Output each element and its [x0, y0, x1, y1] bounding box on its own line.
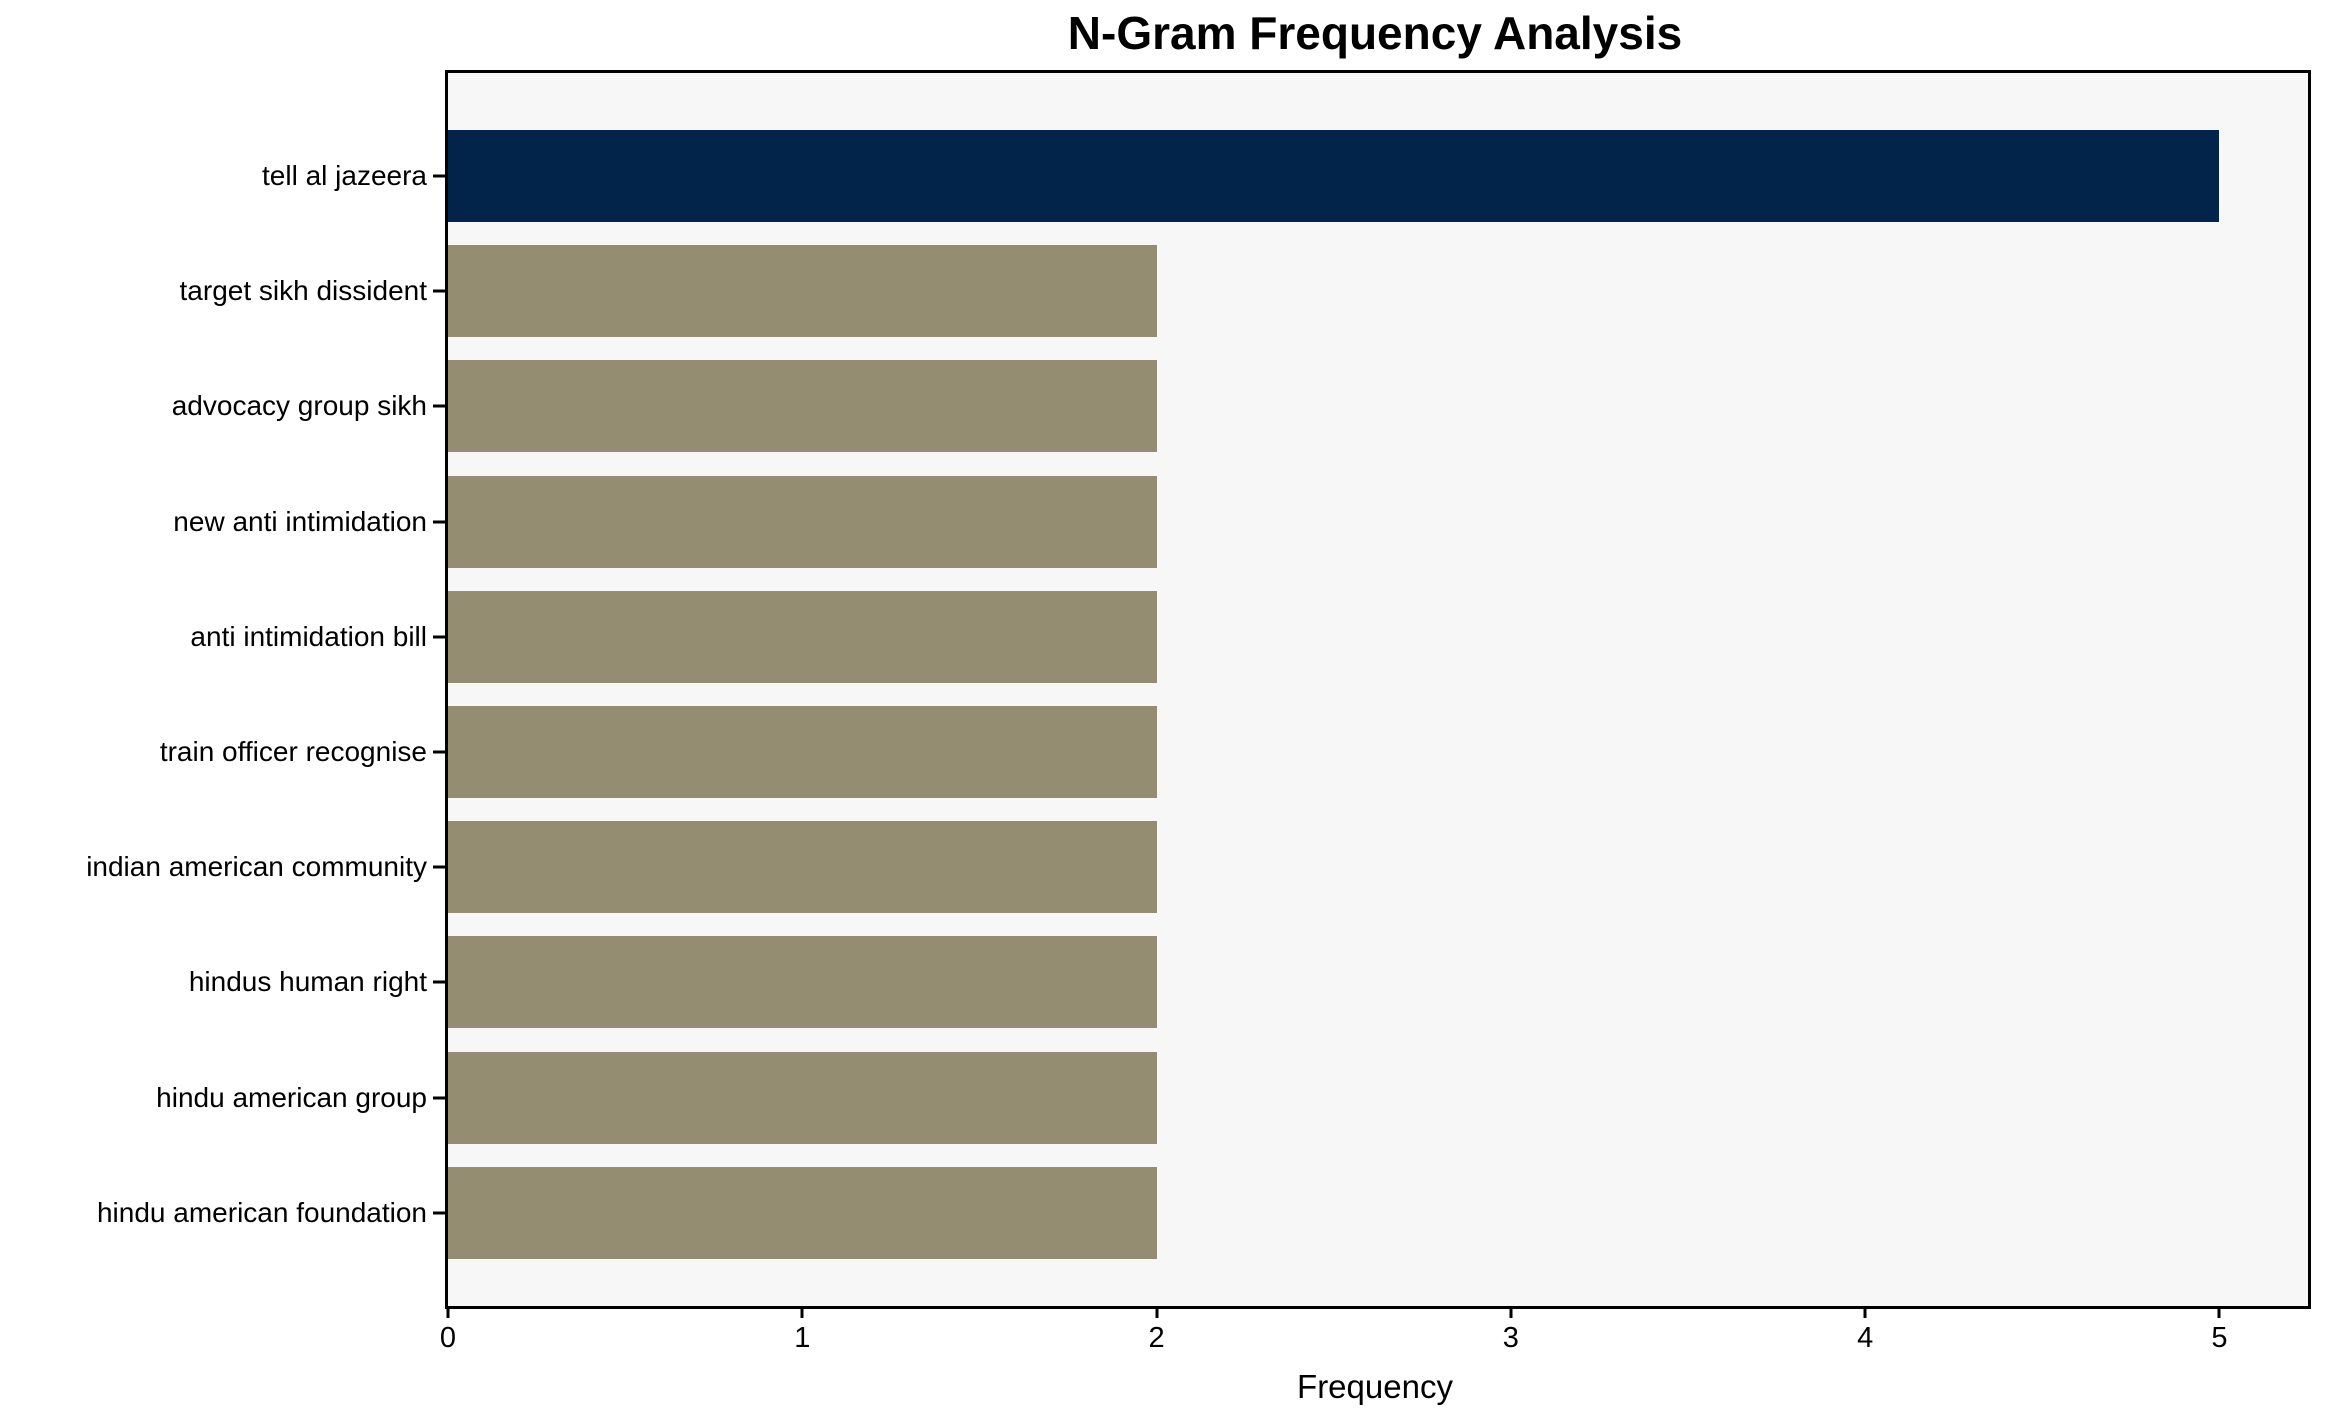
bar — [448, 245, 1157, 338]
bar — [448, 360, 1157, 453]
y-tick-mark — [433, 750, 445, 754]
y-tick-label: target sikh dissident — [179, 275, 427, 307]
y-tick-label: indian american community — [86, 851, 427, 883]
bar — [448, 706, 1157, 798]
y-tick-label: hindu american group — [156, 1081, 427, 1113]
bar — [448, 936, 1157, 1029]
plot-area — [445, 70, 2311, 1309]
y-tick-mark — [433, 865, 445, 869]
y-tick-mark — [433, 289, 445, 293]
bar — [448, 590, 1157, 683]
bar — [448, 821, 1157, 914]
y-tick-label: hindus human right — [188, 966, 427, 998]
x-tick-mark — [446, 1306, 450, 1318]
x-axis-label: Frequency — [1297, 1368, 1453, 1405]
y-tick-label: hindu american foundation — [96, 1196, 427, 1228]
x-tick-mark — [1863, 1306, 1867, 1318]
y-tick-mark — [433, 174, 445, 178]
x-tick-label: 4 — [1857, 1322, 1874, 1354]
x-tick-mark — [1509, 1306, 1513, 1318]
bar — [448, 130, 2220, 222]
chart-title: N-Gram Frequency Analysis — [1067, 7, 1683, 59]
y-tick-label: advocacy group sikh — [171, 390, 427, 422]
y-tick-mark — [433, 404, 445, 408]
x-tick-mark — [2217, 1306, 2221, 1318]
y-tick-label: new anti intimidation — [173, 505, 427, 537]
x-tick-mark — [1155, 1306, 1159, 1318]
y-tick-mark — [433, 1211, 445, 1215]
y-tick-label: train officer recognise — [159, 736, 427, 767]
bar — [448, 1166, 1157, 1259]
y-tick-mark — [433, 635, 445, 639]
x-tick-label: 2 — [1148, 1322, 1165, 1354]
x-tick-mark — [800, 1306, 804, 1318]
x-tick-label: 1 — [794, 1322, 811, 1354]
y-tick-mark — [433, 980, 445, 984]
y-tick-label: anti intimidation bill — [190, 620, 427, 652]
x-tick-label: 0 — [439, 1322, 457, 1354]
y-tick-label: tell al jazeera — [262, 160, 427, 191]
bar — [448, 1051, 1157, 1144]
x-tick-label: 3 — [1502, 1322, 1519, 1354]
y-tick-mark — [433, 1096, 445, 1100]
y-tick-mark — [433, 520, 445, 524]
x-tick-label: 5 — [2211, 1322, 2228, 1354]
bar — [448, 475, 1157, 568]
